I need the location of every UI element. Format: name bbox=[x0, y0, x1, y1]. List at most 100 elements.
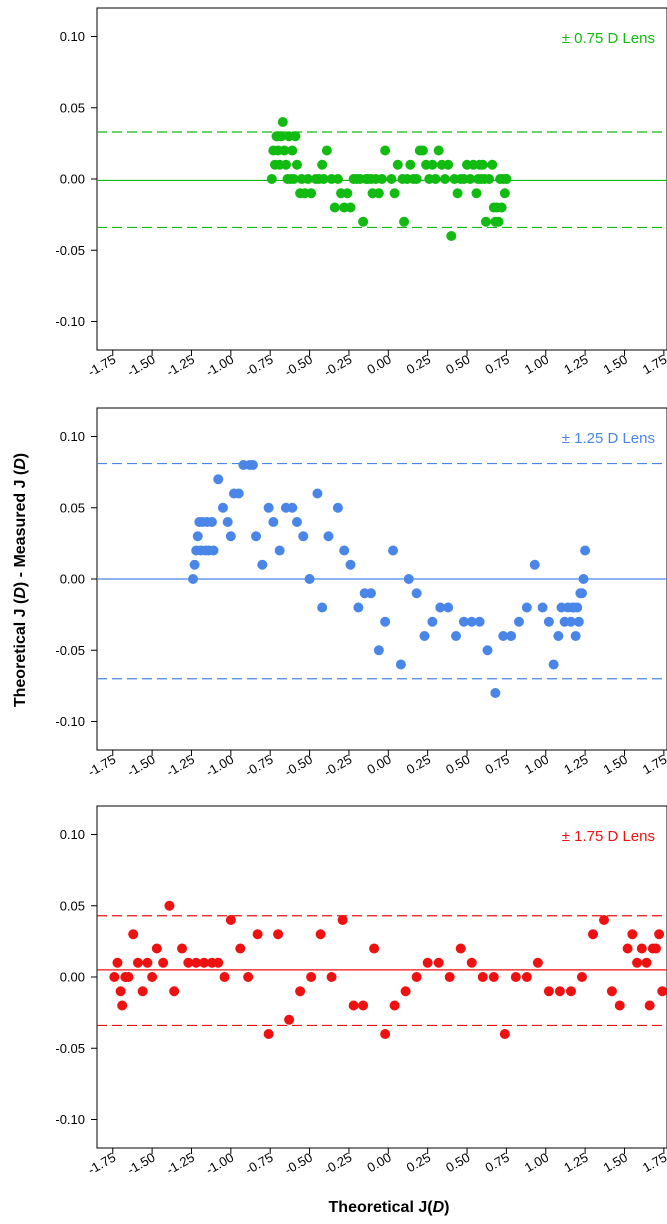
data-point bbox=[644, 1000, 655, 1011]
x-tick-label: 0.75 bbox=[482, 352, 511, 378]
x-tick-label: 0.25 bbox=[404, 1150, 433, 1176]
data-point bbox=[326, 972, 337, 982]
data-point bbox=[348, 1000, 359, 1011]
data-point bbox=[395, 659, 406, 670]
data-point bbox=[405, 159, 416, 170]
data-point bbox=[389, 188, 400, 199]
y-tick-label: 0.00 bbox=[60, 970, 85, 985]
y-tick-label: 0.00 bbox=[60, 572, 85, 587]
data-point bbox=[543, 986, 554, 997]
data-point bbox=[435, 602, 446, 613]
data-point bbox=[263, 1029, 274, 1039]
data-point bbox=[427, 616, 438, 627]
data-point bbox=[466, 616, 477, 627]
data-point bbox=[189, 559, 200, 570]
data-point bbox=[315, 929, 326, 940]
x-tick-label: -1.75 bbox=[85, 1150, 118, 1178]
data-point bbox=[614, 1000, 625, 1011]
data-point bbox=[411, 174, 422, 184]
x-tick-label: 0.75 bbox=[482, 1150, 511, 1176]
data-point bbox=[632, 957, 643, 968]
y-axis-title-unit-1: D bbox=[12, 587, 29, 599]
data-point bbox=[219, 972, 230, 982]
data-point bbox=[304, 574, 315, 584]
data-point bbox=[257, 559, 268, 570]
data-point bbox=[587, 929, 598, 940]
data-point bbox=[373, 188, 384, 199]
data-point bbox=[537, 602, 548, 613]
data-point bbox=[137, 986, 148, 997]
data-point bbox=[332, 174, 343, 184]
x-axis-title-unit: D bbox=[433, 1199, 445, 1216]
data-point bbox=[213, 474, 224, 485]
data-point bbox=[484, 174, 495, 184]
x-tick-label: 0.25 bbox=[404, 752, 433, 778]
data-point bbox=[358, 1000, 369, 1011]
x-tick-label: -0.25 bbox=[321, 1150, 354, 1178]
data-point bbox=[115, 986, 126, 997]
x-tick-label: -1.00 bbox=[203, 1150, 236, 1178]
data-point bbox=[243, 972, 254, 982]
x-tick-label: -1.00 bbox=[203, 752, 236, 780]
data-point bbox=[277, 117, 288, 127]
data-point bbox=[365, 588, 376, 599]
data-point bbox=[433, 145, 444, 156]
data-point bbox=[422, 957, 433, 968]
y-tick-label: 0.00 bbox=[60, 172, 85, 187]
data-point bbox=[151, 943, 162, 954]
data-point bbox=[321, 145, 332, 156]
data-point bbox=[417, 145, 428, 156]
data-point bbox=[192, 531, 203, 542]
data-point bbox=[337, 915, 348, 925]
data-point bbox=[466, 957, 477, 968]
data-point bbox=[553, 631, 564, 641]
data-point bbox=[268, 517, 279, 527]
x-tick-label: 0.00 bbox=[364, 352, 393, 378]
data-point bbox=[399, 216, 410, 227]
data-point bbox=[386, 174, 397, 184]
data-point bbox=[358, 216, 369, 227]
y-axis-title-prefix: Theoretical J ( bbox=[12, 598, 29, 707]
data-point bbox=[199, 957, 210, 968]
data-point bbox=[345, 559, 356, 570]
data-point bbox=[419, 631, 430, 641]
x-tick-label: -1.00 bbox=[203, 352, 236, 380]
data-point bbox=[488, 972, 499, 982]
data-point bbox=[377, 174, 387, 184]
data-point bbox=[380, 1029, 391, 1039]
x-tick-label: 1.50 bbox=[601, 1150, 630, 1176]
data-point bbox=[206, 517, 217, 527]
data-point bbox=[109, 972, 120, 982]
data-point bbox=[498, 631, 509, 641]
data-point bbox=[622, 943, 633, 954]
x-tick-label: 1.25 bbox=[561, 1150, 590, 1176]
data-point bbox=[252, 929, 263, 940]
data-point bbox=[400, 986, 411, 997]
data-point bbox=[302, 174, 313, 184]
data-point bbox=[298, 531, 309, 542]
x-tick-label: 1.25 bbox=[561, 352, 590, 378]
data-point bbox=[474, 616, 485, 627]
data-point bbox=[513, 616, 524, 627]
data-point bbox=[554, 986, 565, 997]
data-point bbox=[543, 616, 554, 627]
data-point bbox=[183, 957, 194, 968]
x-tick-label: 0.00 bbox=[364, 752, 393, 778]
data-point bbox=[501, 174, 512, 184]
y-tick-label: 0.10 bbox=[60, 827, 85, 842]
data-point bbox=[636, 943, 647, 954]
data-point bbox=[380, 145, 391, 156]
x-tick-label: 1.00 bbox=[522, 752, 551, 778]
y-tick-label: 0.10 bbox=[60, 429, 85, 444]
data-point bbox=[458, 616, 469, 627]
x-tick-label: -1.75 bbox=[85, 352, 118, 380]
y-axis-title-suffix: ) bbox=[12, 453, 29, 458]
plot-area bbox=[97, 900, 667, 1039]
data-point bbox=[654, 929, 665, 940]
data-point bbox=[521, 972, 532, 982]
data-point bbox=[627, 929, 638, 940]
x-tick-label: -0.75 bbox=[243, 352, 276, 380]
x-tick-label: 1.75 bbox=[640, 752, 667, 778]
panel-lens-075: 0.10 0.05 0.00 -0.05 -0.10 -1.75 -1.50 -1.25 -1.… bbox=[55, 7, 667, 380]
